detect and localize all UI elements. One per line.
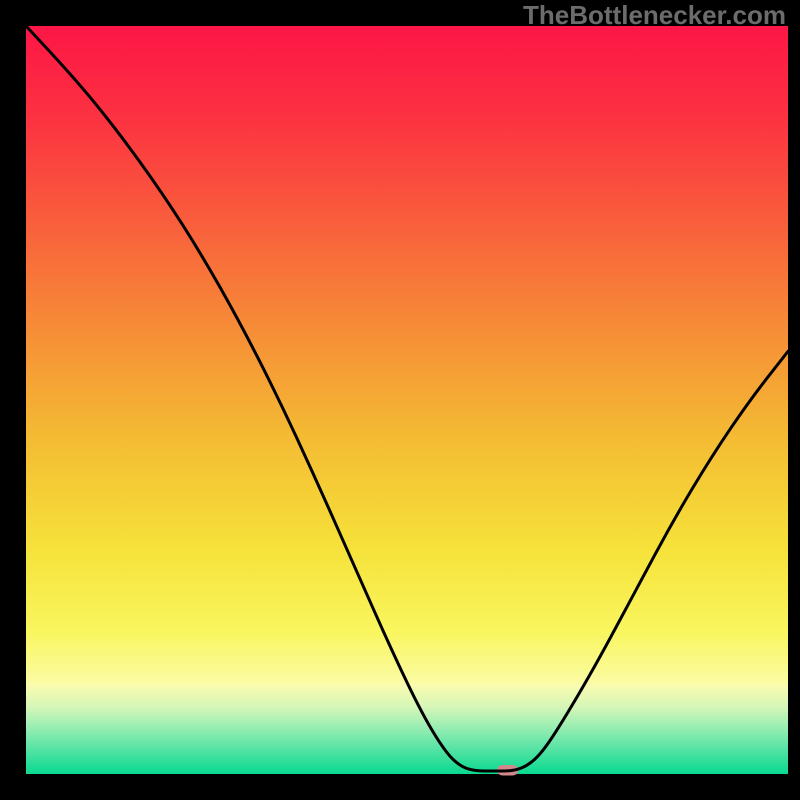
- watermark-text: TheBottlenecker.com: [523, 0, 786, 31]
- bottom-green-band: [26, 684, 788, 774]
- chart-svg: [0, 0, 800, 800]
- gradient-background: [26, 26, 788, 774]
- chart-frame: TheBottlenecker.com: [0, 0, 800, 800]
